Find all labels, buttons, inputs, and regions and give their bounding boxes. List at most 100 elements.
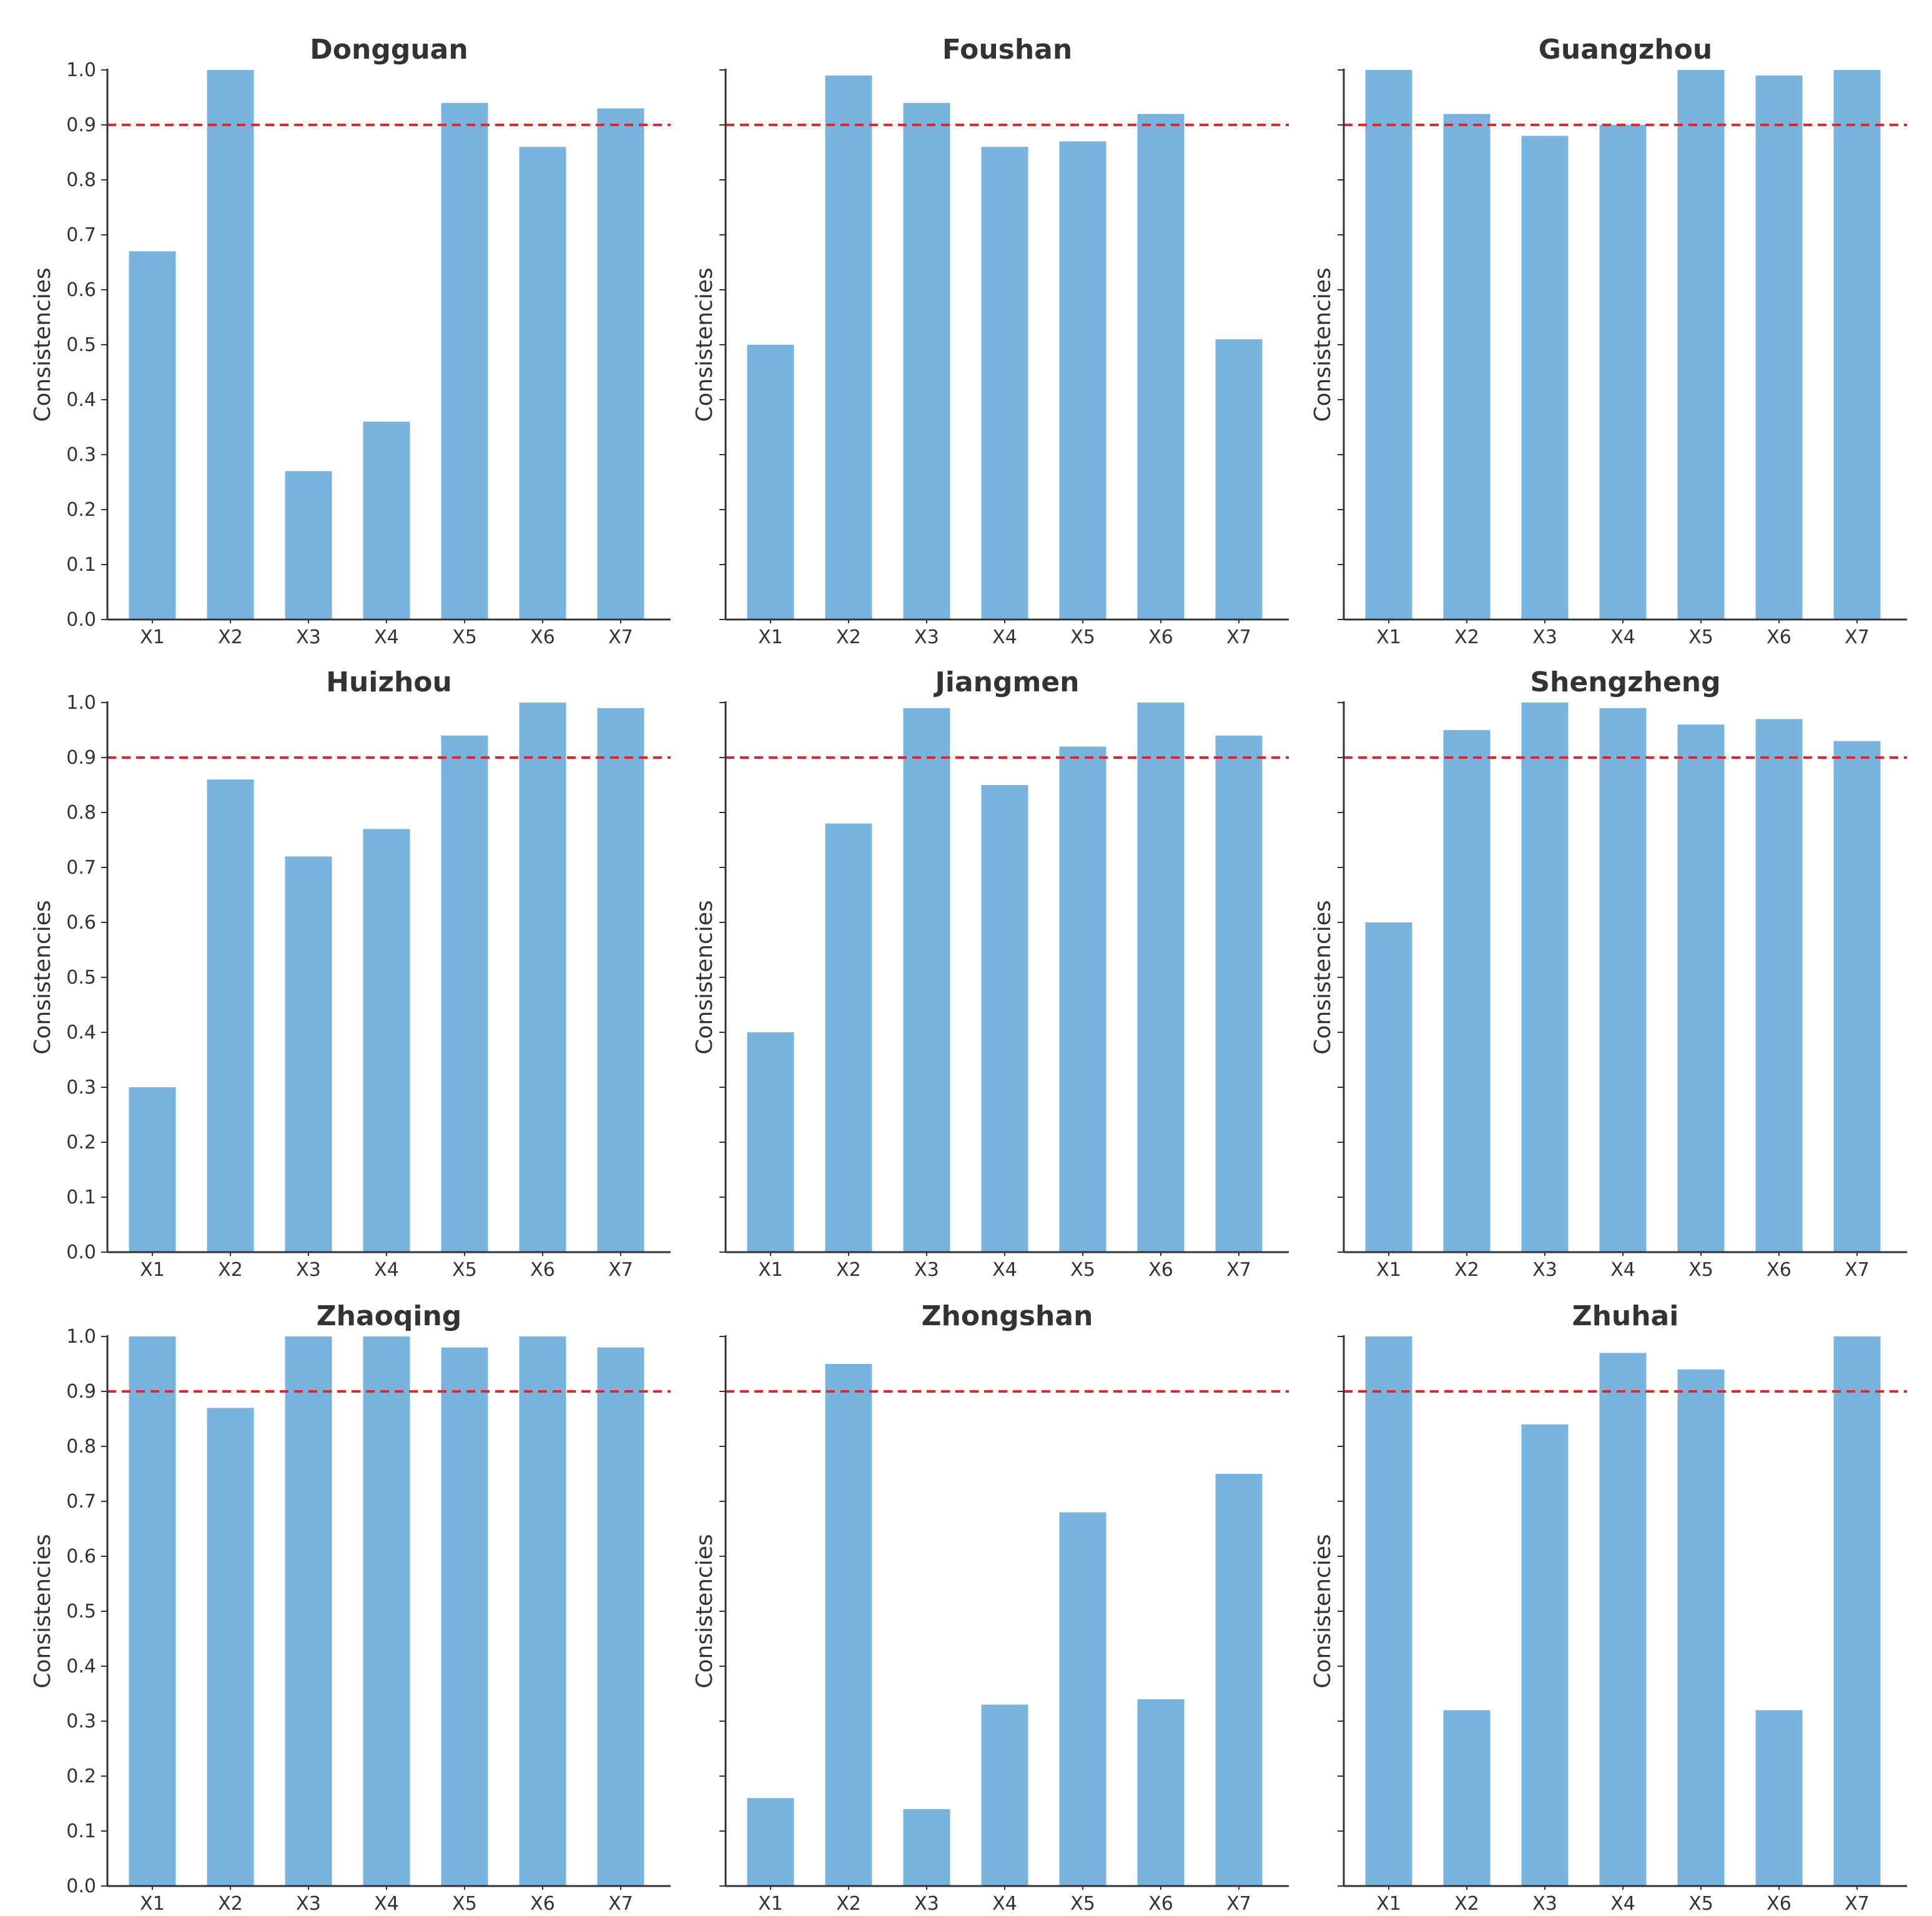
x-tick-label: X7: [1845, 626, 1870, 648]
y-axis-label: Consistencies: [1310, 1534, 1336, 1688]
bar-x6: [1137, 114, 1185, 620]
bar-x2: [207, 1408, 254, 1886]
x-tick-label: X3: [1532, 1893, 1557, 1915]
x-tick-label: X5: [1070, 626, 1095, 648]
x-tick-label: X3: [914, 1259, 939, 1281]
bar-x5: [1059, 1512, 1106, 1886]
panel-title: Zhongshan: [922, 1300, 1093, 1332]
bar-x1: [129, 1336, 176, 1886]
x-tick-label: X4: [992, 1259, 1017, 1281]
y-tick-label: 1.0: [66, 692, 96, 714]
bar-x6: [1755, 719, 1803, 1252]
bar-x5: [1059, 141, 1106, 620]
y-tick-label: 0.4: [66, 1022, 96, 1044]
bar-x7: [1215, 339, 1263, 620]
y-axis-label: Consistencies: [692, 1534, 717, 1688]
bar-x5: [1677, 724, 1725, 1252]
panel-foushan: Foushan X1 X2 X3 X4 X5 X6 X7 Consistencies: [692, 34, 1289, 648]
panel-title: Foushan: [942, 34, 1072, 66]
x-tick-label: X5: [1688, 1893, 1713, 1915]
x-tick-label: X7: [1845, 1893, 1870, 1915]
bar-x4: [1599, 708, 1647, 1252]
x-tick-label: X1: [140, 1259, 165, 1281]
panel-zhaoqing: Zhaoqing X1 X2 X3 X4 X5 X6 X7 0.0 0.1 0.2 0.3 0.4 0.5…: [30, 1300, 671, 1915]
x-tick-label: X3: [296, 1259, 321, 1281]
bar-x4: [981, 147, 1028, 620]
bar-x6: [1137, 1699, 1185, 1886]
y-tick-label: 0.2: [66, 1132, 96, 1153]
bar-x7: [1833, 70, 1881, 620]
y-tick-label: 0.5: [66, 1601, 96, 1622]
bar-x1: [1365, 922, 1412, 1252]
x-tick-label: X1: [1376, 1893, 1401, 1915]
x-tick-label: X6: [530, 626, 555, 648]
y-tick-label: 0.8: [66, 169, 96, 191]
bar-x6: [1137, 703, 1185, 1252]
bar-x7: [1833, 741, 1881, 1252]
x-tick-label: X3: [1532, 1259, 1557, 1281]
bar-x3: [285, 1336, 332, 1886]
bar-x4: [363, 422, 410, 620]
bar-x4: [363, 1336, 410, 1886]
y-tick-label: 0.5: [66, 967, 96, 989]
y-tick-label: 0.1: [66, 1820, 96, 1842]
x-tick-label: X4: [374, 1893, 399, 1915]
x-tick-label: X2: [1454, 1259, 1479, 1281]
x-tick-label: X1: [1376, 626, 1401, 648]
x-tick-label: X3: [296, 626, 321, 648]
panel-title: Jiangmen: [934, 666, 1080, 698]
bar-x3: [285, 856, 332, 1252]
bar-x7: [597, 108, 644, 620]
panel-title: Huizhou: [326, 666, 452, 698]
y-tick-label: 0.1: [66, 554, 96, 576]
x-tick-label: X6: [1767, 1259, 1792, 1281]
bar-x7: [597, 708, 644, 1252]
y-axis-label: Consistencies: [1310, 267, 1336, 422]
x-tick-label: X1: [758, 1893, 783, 1915]
panel-shengzheng: Shengzheng X1 X2 X3 X4 X5 X6 X7 Consistencies: [1310, 666, 1907, 1281]
panel-zhongshan: Zhongshan X1 X2 X3 X4 X5 X6 X7 Consistencies: [692, 1300, 1289, 1915]
bar-x5: [441, 735, 488, 1252]
x-tick-label: X5: [1070, 1259, 1095, 1281]
bar-x4: [1599, 125, 1647, 620]
bar-x6: [519, 1336, 566, 1886]
x-tick-label: X3: [1532, 626, 1557, 648]
panel-title: Zhaoqing: [317, 1300, 462, 1332]
y-tick-label: 0.7: [66, 224, 96, 246]
bar-x6: [1755, 1710, 1803, 1886]
y-tick-label: 0.3: [66, 1711, 96, 1732]
y-tick-label: 0.6: [66, 912, 96, 934]
y-tick-label: 1.0: [66, 1326, 96, 1348]
bar-x1: [747, 1798, 794, 1886]
x-tick-label: X7: [608, 1893, 633, 1915]
y-tick-label: 0.8: [66, 1436, 96, 1458]
y-axis-label: Consistencies: [30, 900, 56, 1054]
bar-x3: [1521, 1424, 1569, 1886]
x-tick-label: X4: [992, 626, 1017, 648]
y-tick-label: 0.6: [66, 279, 96, 301]
x-tick-label: X5: [1688, 626, 1713, 648]
x-tick-label: X7: [1226, 1893, 1251, 1915]
bar-x5: [441, 102, 488, 620]
bar-x3: [1521, 703, 1569, 1252]
bar-x5: [1677, 1369, 1725, 1886]
x-tick-label: X4: [992, 1893, 1017, 1915]
bar-x4: [363, 829, 410, 1252]
bar-x2: [825, 823, 872, 1252]
y-axis-label: Consistencies: [692, 267, 717, 422]
panel-jiangmen: Jiangmen X1 X2 X3 X4 X5 X6 X7 Consistencies: [692, 666, 1289, 1281]
y-tick-label: 0.7: [66, 1491, 96, 1513]
y-axis-label: Consistencies: [1310, 900, 1336, 1054]
x-tick-label: X6: [1148, 1259, 1173, 1281]
y-tick-label: 0.7: [66, 857, 96, 879]
y-tick-label: 0.4: [66, 1656, 96, 1677]
bar-x4: [1599, 1353, 1647, 1886]
panel-title: Zhuhai: [1572, 1300, 1679, 1332]
bar-x2: [207, 779, 254, 1252]
panel-zhuhai: Zhuhai X1 X2 X3 X4 X5 X6 X7 Consistencies: [1310, 1300, 1907, 1915]
bar-x5: [1059, 746, 1106, 1252]
y-axis-label: Consistencies: [692, 900, 717, 1054]
x-tick-label: X2: [1454, 626, 1479, 648]
x-tick-label: X2: [836, 1893, 861, 1915]
y-tick-label: 0.3: [66, 444, 96, 466]
